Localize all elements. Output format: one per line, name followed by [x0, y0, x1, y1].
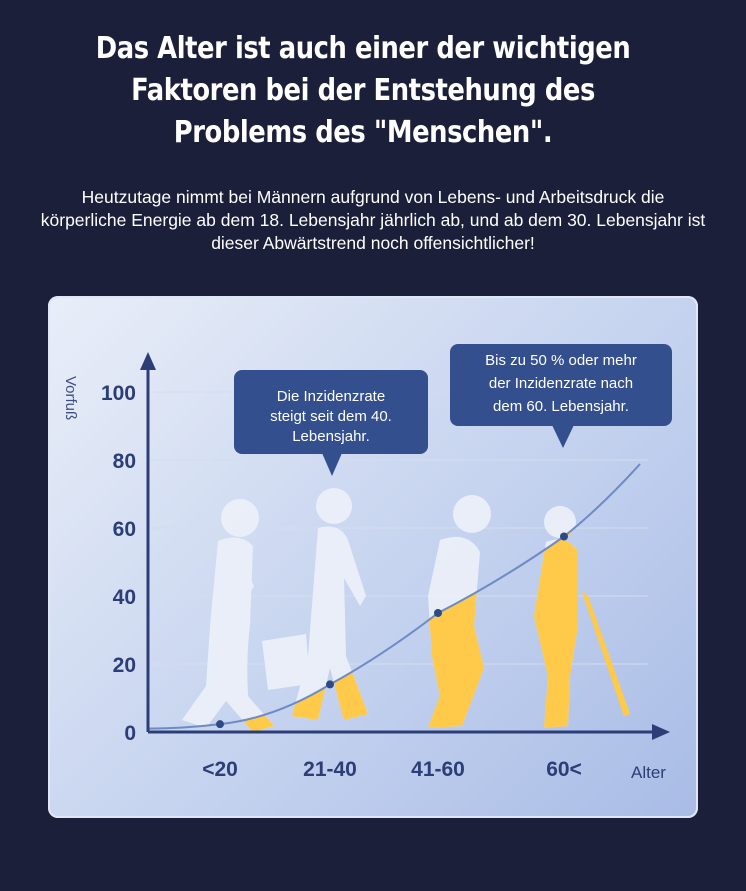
walking-man-icon	[182, 499, 274, 732]
callout-incidence-40: Die Inzidenzrate steigt seit dem 40. Leb…	[234, 370, 428, 476]
x-tick-label: <20	[202, 758, 238, 781]
callout-2-line-3: dem 60. Lebensjahr.	[493, 398, 629, 415]
callout-1-line-1: Die Inzidenzrate	[277, 388, 385, 405]
callout-2-line-2: der Inzidenzrate nach	[489, 375, 633, 392]
x-tick-label: 60<	[546, 758, 582, 781]
y-tick-label: 100	[101, 382, 136, 405]
y-tick-labels: 0 20 40 60 80 100	[101, 382, 136, 745]
callout-1-line-2: steigt seit dem 40.	[270, 408, 392, 425]
y-axis-label: Vorfuß	[62, 376, 79, 420]
y-tick-label: 60	[113, 518, 136, 541]
headline-line-2: Faktoren bei der Entstehung des	[131, 73, 595, 108]
y-tick-label: 0	[124, 722, 136, 745]
x-tick-label: 41-60	[411, 758, 465, 781]
chart-card: 0 20 40 60 80 100 <20 21-40 41-60 60< Vorfuß Alt…	[48, 296, 698, 818]
callout-1-line-3: Lebensjahr.	[292, 428, 370, 445]
callout-incidence-60: Bis zu 50 % oder mehr der Inzidenzrate n…	[450, 344, 672, 448]
cane-icon	[582, 592, 630, 716]
x-axis-label: Alter	[631, 763, 666, 782]
headline: Das Alter ist auch einer der wichtigen F…	[85, 28, 641, 154]
data-point	[216, 720, 224, 729]
intro-paragraph: Heutzutage nimmt bei Männern aufgrund vo…	[40, 187, 706, 253]
data-point	[560, 532, 568, 541]
y-axis-arrow-icon	[140, 352, 156, 370]
x-tick-labels: <20 21-40 41-60 60<	[202, 758, 582, 781]
data-point	[434, 609, 442, 617]
chart-svg: 0 20 40 60 80 100 <20 21-40 41-60 60< Vorfuß Alt…	[62, 344, 672, 782]
x-axis-arrow-icon	[652, 724, 670, 740]
x-tick-label: 21-40	[303, 758, 357, 781]
headline-line-1: Das Alter ist auch einer der wichtigen	[95, 31, 631, 66]
silhouettes-light	[182, 488, 578, 732]
headline-line-3: Problems des "Menschen".	[173, 115, 553, 150]
y-tick-label: 20	[113, 654, 136, 677]
data-point	[326, 680, 334, 689]
y-tick-label: 40	[113, 586, 136, 609]
y-tick-label: 80	[113, 450, 136, 473]
man-with-briefcase-icon	[262, 488, 368, 720]
data-points	[216, 532, 568, 729]
callout-2-line-1: Bis zu 50 % oder mehr	[485, 352, 637, 369]
